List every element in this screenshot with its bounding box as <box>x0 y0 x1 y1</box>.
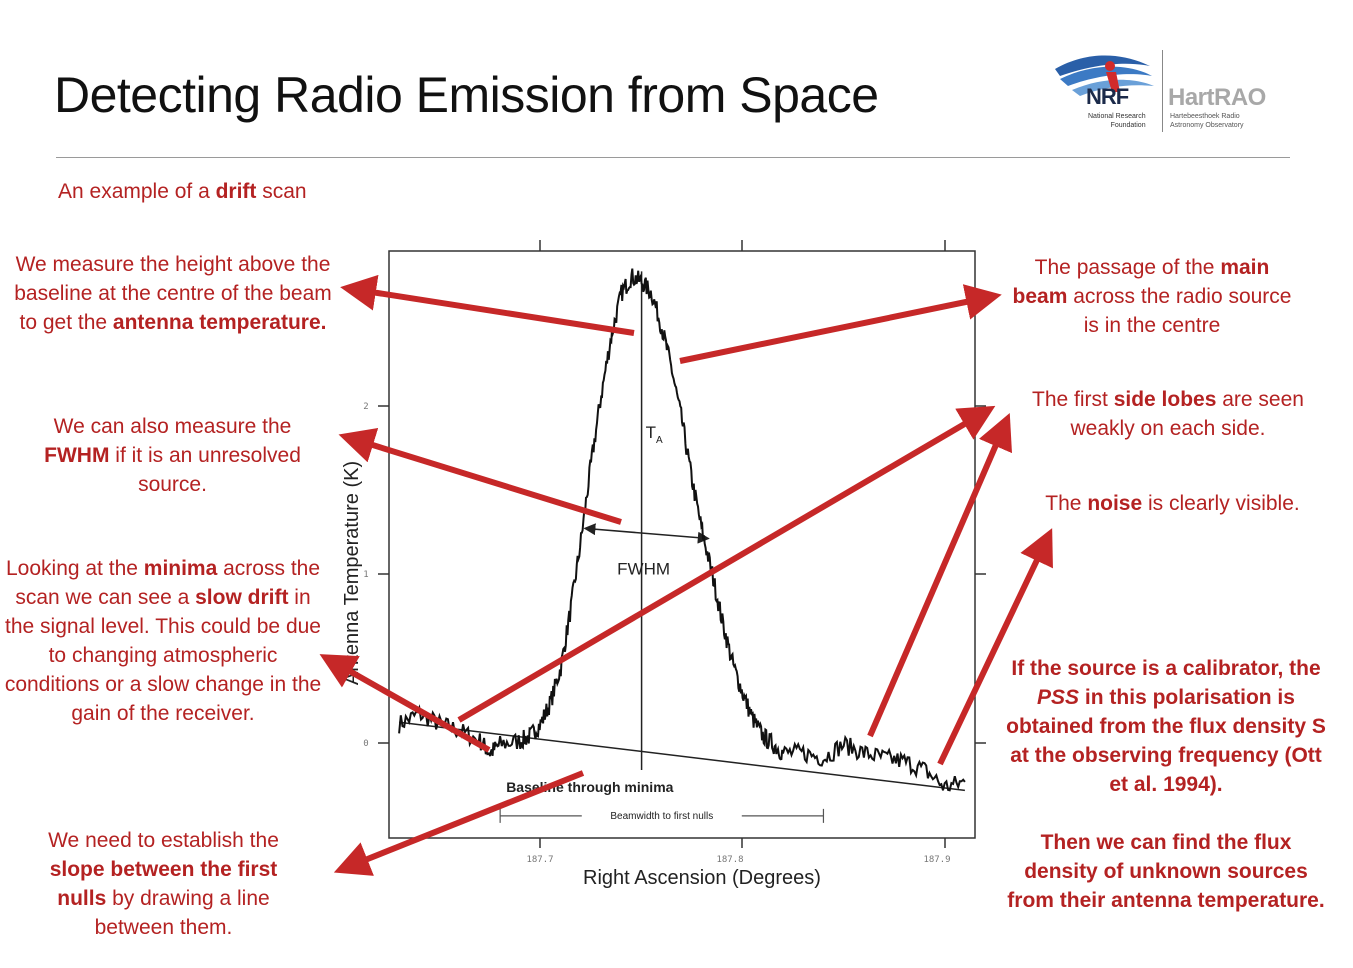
y-tick-label-1: 1 <box>363 570 368 580</box>
data-series-line <box>398 268 966 792</box>
arrow-fwhm <box>338 427 622 525</box>
x-tick-label-2: 187.8 <box>716 855 743 865</box>
frame-ticks <box>378 240 986 848</box>
arrow-side-lobe-left <box>457 405 996 723</box>
y-tick-label-2: 2 <box>363 402 368 412</box>
plot-frame <box>388 250 976 839</box>
annotation-minima: Looking at the minima across the scan we… <box>4 557 322 725</box>
baseline-label: Baseline through minima <box>506 779 673 795</box>
nrf-logo <box>1055 55 1154 96</box>
fwhm-label: FWHM <box>617 559 670 578</box>
page-title: Detecting Radio Emission from Space <box>54 67 879 123</box>
annotation-side-lobes: The first side lobes are seen weakly on … <box>1032 388 1304 440</box>
beamwidth-label: Beamwidth to first nulls <box>610 811 713 822</box>
annotation-slope: We need to establish the slope between t… <box>48 829 279 939</box>
annotation-noise: The noise is clearly visible. <box>1045 492 1300 515</box>
logo-hartrao-sub: Hartebeesthoek Radio Astronomy Observator… <box>1170 113 1244 129</box>
annotation-flux: Then we can find the flux density of unk… <box>1007 831 1325 912</box>
x-tick-label-3: 187.9 <box>923 855 950 865</box>
y-axis-title: Antenna Temperature (K) <box>341 461 363 685</box>
arrow-main-beam <box>679 284 1002 364</box>
annotation-calibrator: If the source is a calibrator, the PSS i… <box>1006 657 1326 796</box>
logo-nrf-text: NRF <box>1086 84 1129 109</box>
title-divider <box>56 157 1290 158</box>
annotation-main-beam: The passage of the main beam across the … <box>1012 256 1292 337</box>
logo-nrf-sub: National Research Foundation <box>1088 113 1146 129</box>
ta-label: TA <box>646 423 663 446</box>
annotation-fwhm: We can also measure the FWHM if it is an… <box>44 415 301 496</box>
annotation-antenna-temperature: We measure the height above the baseline… <box>14 253 332 334</box>
subtitle: An example of a drift scan <box>58 180 307 203</box>
arrow-noise <box>937 528 1053 766</box>
annotation-arrows <box>319 274 1053 876</box>
fwhm-arrow <box>583 523 710 544</box>
arrow-slope <box>333 770 585 876</box>
arrow-side-lobe-right <box>867 412 1012 738</box>
arrow-slow-drift <box>319 654 491 753</box>
logo-hartrao-text: HartRAO <box>1168 84 1266 111</box>
y-tick-label-0: 0 <box>363 739 368 749</box>
arrow-antenna-temperature <box>340 274 635 336</box>
swoosh-icon <box>1055 55 1154 96</box>
logo-separator <box>1162 50 1163 132</box>
x-tick-label-1: 187.7 <box>526 855 553 865</box>
beamwidth-bar <box>499 808 825 823</box>
x-axis-title: Right Ascension (Degrees) <box>583 867 821 889</box>
baseline-line <box>399 721 965 792</box>
